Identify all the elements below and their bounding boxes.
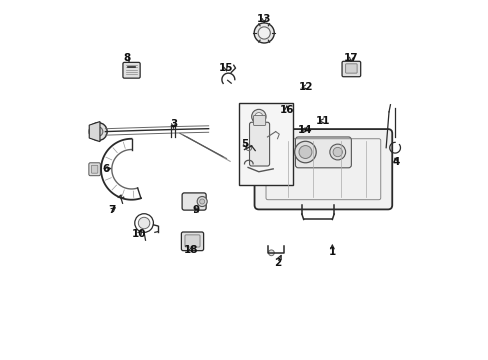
FancyBboxPatch shape — [341, 61, 360, 77]
Text: 18: 18 — [183, 245, 198, 255]
Circle shape — [89, 123, 107, 140]
Circle shape — [294, 141, 316, 163]
FancyBboxPatch shape — [345, 64, 356, 73]
Circle shape — [197, 197, 207, 207]
FancyBboxPatch shape — [122, 62, 140, 78]
Text: 6: 6 — [102, 163, 110, 174]
Text: 5: 5 — [241, 139, 248, 149]
Circle shape — [93, 127, 102, 136]
FancyBboxPatch shape — [89, 163, 100, 176]
Bar — [239, 103, 292, 185]
Text: 16: 16 — [279, 105, 293, 115]
Circle shape — [332, 147, 342, 157]
Circle shape — [138, 217, 149, 229]
FancyBboxPatch shape — [253, 116, 265, 126]
Text: 7: 7 — [108, 206, 115, 216]
FancyBboxPatch shape — [184, 235, 200, 247]
Text: 2: 2 — [273, 258, 281, 268]
FancyBboxPatch shape — [254, 129, 391, 210]
Circle shape — [199, 199, 204, 204]
Text: 1: 1 — [328, 247, 335, 257]
FancyBboxPatch shape — [182, 193, 206, 210]
Text: 11: 11 — [316, 116, 330, 126]
Text: 12: 12 — [298, 82, 313, 92]
Text: 9: 9 — [192, 205, 199, 215]
FancyBboxPatch shape — [249, 122, 269, 166]
Polygon shape — [89, 122, 100, 141]
Text: 14: 14 — [297, 125, 311, 135]
Circle shape — [298, 145, 311, 158]
Circle shape — [329, 144, 345, 160]
FancyBboxPatch shape — [295, 137, 351, 168]
FancyBboxPatch shape — [91, 165, 98, 173]
Text: 15: 15 — [218, 63, 233, 73]
FancyBboxPatch shape — [181, 232, 203, 251]
Text: 13: 13 — [257, 14, 271, 24]
Circle shape — [258, 27, 270, 39]
Circle shape — [254, 113, 262, 121]
Text: 17: 17 — [344, 53, 358, 63]
Circle shape — [251, 109, 265, 124]
Circle shape — [254, 23, 274, 43]
Text: 8: 8 — [123, 53, 130, 63]
Text: 3: 3 — [169, 120, 177, 129]
Circle shape — [268, 250, 274, 256]
Text: 4: 4 — [391, 157, 399, 167]
Text: 10: 10 — [132, 229, 146, 239]
